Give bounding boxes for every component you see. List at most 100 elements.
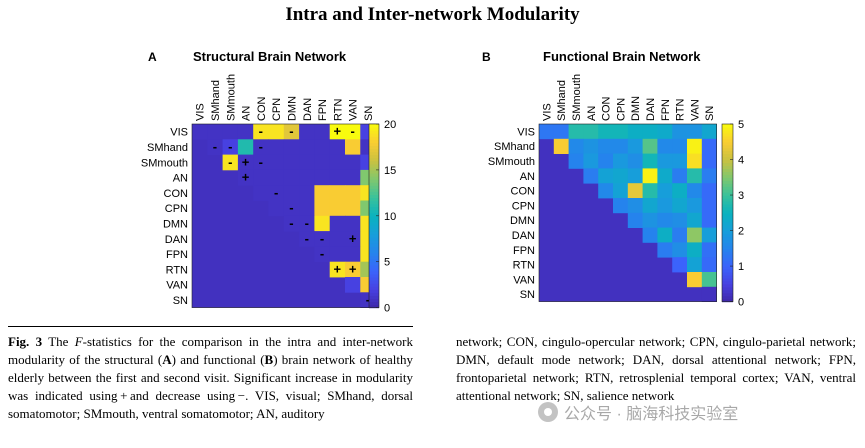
panel-b-colorbar-segment (722, 295, 733, 300)
panel-b-cell (553, 138, 569, 154)
panel-b-cell (642, 212, 658, 228)
panel-a-significance-mark: + (349, 231, 357, 246)
panel-a-column-label: CPN (271, 98, 283, 121)
panel-b-colorbar-segment (722, 209, 733, 214)
panel-b-colorbar-segment (722, 292, 733, 297)
panel-b-cell (687, 257, 703, 273)
panel-a-cell (329, 231, 346, 247)
panel-b-cell (613, 153, 629, 169)
panel-a-title: Structural Brain Network (193, 49, 347, 64)
panel-a-cell (222, 154, 239, 171)
panel-b-column-label: SN (704, 106, 716, 121)
panel-b-cell (672, 153, 688, 169)
panel-b-colorbar-segment (722, 162, 733, 167)
panel-b-cell (627, 168, 643, 184)
panel-a-row-label: CPN (165, 203, 188, 215)
panel-b-cell (627, 183, 643, 199)
wechat-icon (538, 402, 558, 422)
panel-a-cell (329, 139, 346, 155)
panel-b-cell (701, 198, 717, 214)
panel-a-colorbar-tick-label: 5 (384, 257, 390, 269)
panel-a-colorbar-segment (369, 148, 379, 153)
panel-b-cell (539, 124, 555, 140)
panel-b-cell (687, 227, 703, 243)
panel-b-colorbar-segment (722, 165, 733, 169)
panel-b-column-label: SMhand (556, 80, 568, 121)
panel-a-significance-mark: - (228, 139, 232, 154)
panel-a-colorbar-tick-label: 20 (384, 119, 396, 131)
panel-a-row-label: AN (173, 173, 188, 185)
panel-a-cell (345, 124, 361, 140)
panel-a-colorbar-segment (369, 182, 379, 186)
panel-a-cell (253, 124, 269, 140)
panel-b-colorbar-segment (722, 124, 733, 128)
panel-a-column-label: AN (241, 106, 253, 121)
panel-b-cell (627, 124, 643, 140)
panel-a-cell (207, 124, 223, 140)
panel-a-colorbar-tick-label: 0 (384, 303, 390, 315)
panel-b-cell (701, 286, 717, 302)
panel-a-column-label: SMhand (210, 80, 222, 121)
panel-a-column-label: FPN (317, 99, 329, 121)
panel-b-cell (687, 168, 703, 184)
panel-b-letter: B (482, 50, 491, 64)
panel-b-colorbar-segment (722, 203, 733, 208)
panel-a-letter: A (148, 50, 157, 64)
panel-b-cell (598, 138, 614, 154)
panel-b-row-label: SN (520, 289, 535, 301)
panel-b-colorbar-segment (722, 159, 733, 164)
panel-a-column-label: SMmouth (225, 74, 237, 121)
panel-a-colorbar-segment (369, 169, 379, 174)
panel-b-cell (657, 138, 673, 154)
panel-b-colorbar-segment (722, 126, 733, 131)
panel-a-cell (283, 200, 300, 217)
panel-a-colorbar-segment (369, 194, 379, 199)
panel-a-cell (299, 185, 315, 201)
panel-b-cell (701, 272, 717, 288)
panel-b-colorbar-segment (722, 263, 733, 267)
panel-b-cell (627, 198, 643, 214)
panel-a-colorbar-segment (369, 203, 379, 208)
panel-b-cell (613, 198, 629, 214)
panel-a-colorbar-segment (369, 191, 379, 195)
panel-b-colorbar-segment (722, 192, 733, 196)
panel-b-cell (613, 138, 629, 154)
panel-a-cell (207, 139, 223, 155)
panel-b-cell (627, 212, 643, 228)
panel-b-cell (642, 124, 658, 140)
panel-b-cell (701, 153, 717, 169)
panel-a-colorbar-segment (369, 283, 379, 287)
panel-b-colorbar-segment (722, 289, 733, 294)
panel-b-colorbar-segment (722, 298, 733, 303)
panel-a-colorbar-segment (369, 142, 379, 147)
panel-b-cell (657, 183, 673, 199)
panel-b-cell (568, 138, 584, 154)
panel-a-cell (345, 139, 361, 155)
panel-b-cell (642, 183, 658, 199)
panel-b-cell (672, 168, 688, 184)
panel-a-colorbar-segment (369, 273, 379, 278)
panel-a-significance-mark: + (349, 261, 357, 276)
panel-a-colorbar-segment (369, 258, 379, 263)
panel-b-row-label: RTN (513, 260, 535, 272)
panel-a-colorbar-segment (369, 157, 379, 162)
panel-b-colorbar-segment (722, 132, 733, 137)
panel-a-cell (299, 169, 315, 186)
panel-b-cell (613, 124, 629, 140)
panel-b-row-label: VIS (517, 126, 535, 138)
panel-b-colorbar-segment (722, 286, 733, 291)
panel-b-cell (553, 124, 569, 140)
caption-rule (8, 326, 413, 327)
panel-a-cell (268, 124, 285, 140)
panel-a-colorbar-segment (369, 292, 379, 296)
panel-a-colorbar-segment (369, 166, 379, 171)
panel-a-significance-mark: - (213, 139, 217, 154)
panel-a-colorbar-segment (369, 249, 379, 254)
panel-b-title: Functional Brain Network (543, 49, 701, 64)
panel-b-colorbar-tick-label: 4 (738, 155, 744, 167)
panel-b-cell (627, 138, 643, 154)
figure-title: Intra and Inter-network Modularity (285, 4, 580, 25)
panel-a-cell (345, 215, 361, 232)
panel-a-cell (283, 185, 300, 201)
panel-b-cell (598, 183, 614, 199)
